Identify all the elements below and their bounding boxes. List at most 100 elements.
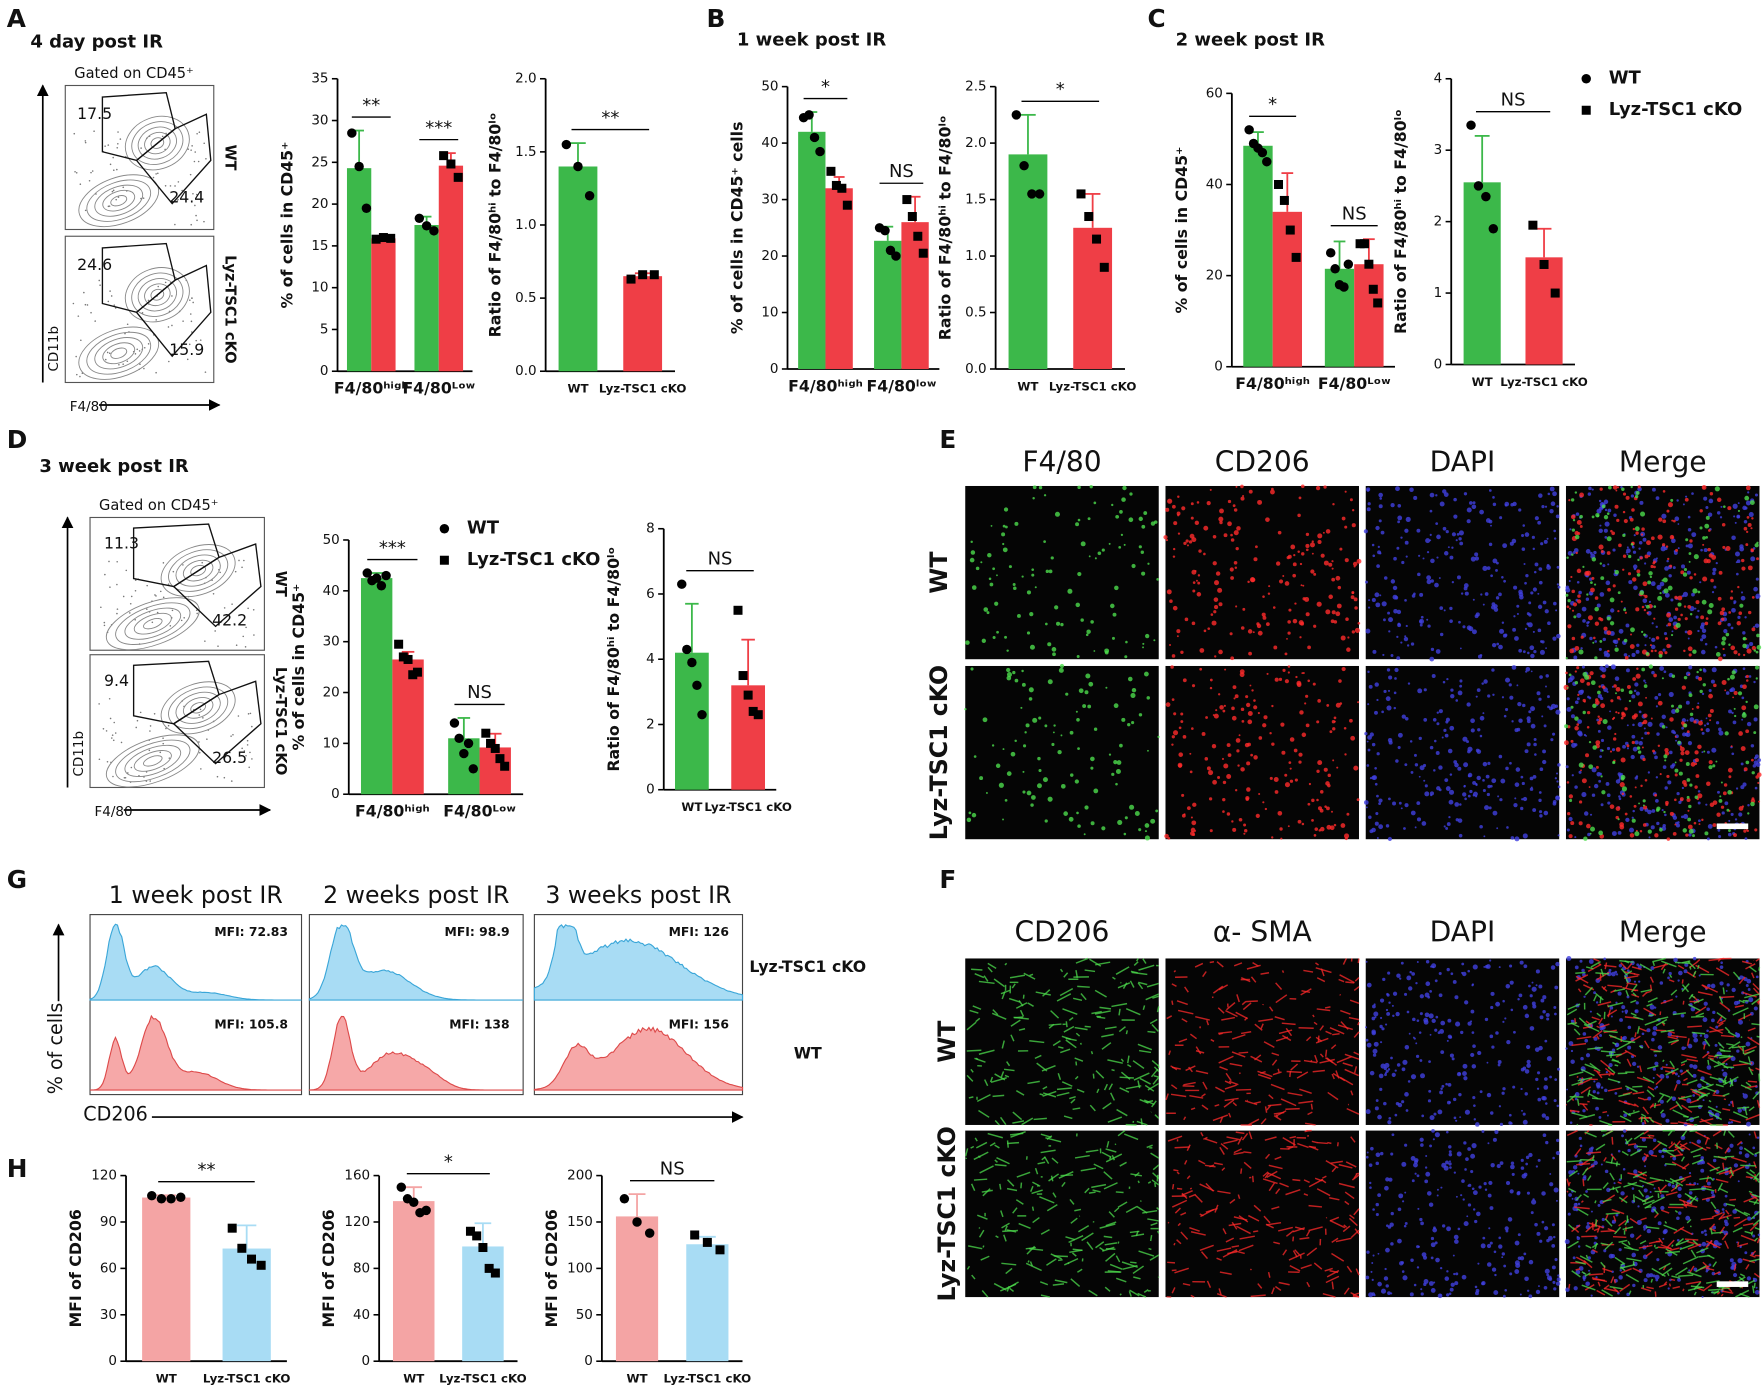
signal — [1113, 1207, 1120, 1213]
signal — [1392, 594, 1398, 600]
signal — [1687, 637, 1690, 640]
flow-dot — [162, 742, 165, 745]
signal — [1684, 1046, 1687, 1049]
signal — [1280, 837, 1283, 840]
signal — [1444, 733, 1449, 738]
flow-dot — [174, 223, 176, 226]
signal — [1657, 700, 1663, 706]
signal — [1530, 723, 1536, 729]
signal — [1703, 1033, 1709, 1039]
signal — [1426, 618, 1429, 621]
signal — [1065, 692, 1069, 696]
signal — [1674, 516, 1680, 522]
signal — [1074, 1026, 1088, 1031]
channel-label: CD206 — [1215, 445, 1310, 478]
signal — [1061, 1181, 1066, 1187]
signal — [1327, 773, 1331, 778]
signal — [1431, 1018, 1436, 1024]
signal — [1303, 1059, 1318, 1064]
signal — [1716, 1015, 1723, 1024]
signal — [1319, 1025, 1325, 1031]
signal — [1702, 486, 1705, 489]
signal — [1595, 698, 1599, 702]
signal — [1490, 1111, 1494, 1115]
signal — [1423, 1019, 1429, 1025]
signal — [1615, 489, 1618, 492]
signal — [1401, 1270, 1405, 1273]
signal — [1744, 1251, 1748, 1255]
signal — [1342, 1062, 1353, 1067]
signal — [1687, 1025, 1703, 1028]
signal — [1677, 595, 1683, 601]
signal — [1190, 831, 1195, 836]
signal — [1233, 1151, 1244, 1156]
signal — [1685, 495, 1688, 498]
flow-dot — [195, 609, 198, 612]
signal — [1113, 703, 1119, 709]
signal — [1021, 669, 1024, 673]
signal — [978, 1229, 985, 1238]
signal — [1698, 974, 1701, 977]
signal — [1466, 519, 1471, 524]
signal — [1688, 560, 1691, 563]
signal — [1267, 592, 1271, 595]
signal — [1356, 558, 1362, 564]
flow-dot — [200, 768, 202, 770]
signal — [1150, 818, 1156, 824]
signal — [1692, 1064, 1698, 1070]
signal — [1408, 1032, 1411, 1035]
signal — [1514, 728, 1519, 733]
signal — [1222, 709, 1226, 713]
signal — [1730, 1056, 1736, 1062]
signal — [1313, 1021, 1318, 1026]
signal — [1285, 1107, 1300, 1110]
flow-dot — [180, 619, 183, 622]
signal — [1599, 617, 1604, 622]
signal — [1385, 824, 1390, 828]
signal — [1374, 592, 1380, 598]
signal — [1677, 602, 1682, 607]
flow-dot — [117, 143, 119, 145]
signal — [1443, 609, 1446, 612]
signal — [1235, 547, 1239, 551]
signal — [1265, 1153, 1271, 1160]
signal — [1424, 992, 1430, 998]
signal — [1718, 730, 1724, 736]
signal — [1286, 1070, 1302, 1074]
signal — [1703, 669, 1707, 673]
signal — [1185, 1065, 1196, 1072]
signal — [1685, 762, 1690, 766]
signal — [1434, 1132, 1440, 1138]
flow-dot — [216, 775, 219, 778]
signal — [1407, 682, 1411, 685]
signal — [1552, 1280, 1556, 1284]
signal — [1340, 823, 1346, 828]
flow-dot — [116, 147, 119, 149]
signal — [1598, 717, 1603, 722]
scale-bar — [1716, 823, 1749, 830]
signal — [1568, 673, 1572, 677]
signal — [1616, 486, 1620, 489]
signal — [1082, 704, 1087, 708]
signal — [1335, 702, 1341, 708]
signal — [1737, 1258, 1743, 1264]
signal — [1438, 765, 1443, 770]
signal — [992, 567, 996, 571]
signal — [1717, 1022, 1724, 1027]
signal — [1579, 1102, 1588, 1106]
signal — [1234, 694, 1239, 699]
signal — [1521, 781, 1525, 786]
signal — [968, 1245, 983, 1250]
signal — [1566, 1094, 1577, 1103]
signal — [1316, 1188, 1331, 1197]
signal — [1232, 685, 1237, 690]
signal — [1578, 821, 1583, 826]
signal — [1523, 562, 1526, 566]
signal — [1111, 1069, 1115, 1072]
signal — [1006, 675, 1012, 681]
signal — [1738, 1019, 1743, 1025]
signal — [1735, 1031, 1738, 1035]
signal — [1450, 688, 1454, 692]
flow-dot — [90, 171, 92, 174]
signal — [1625, 551, 1628, 554]
